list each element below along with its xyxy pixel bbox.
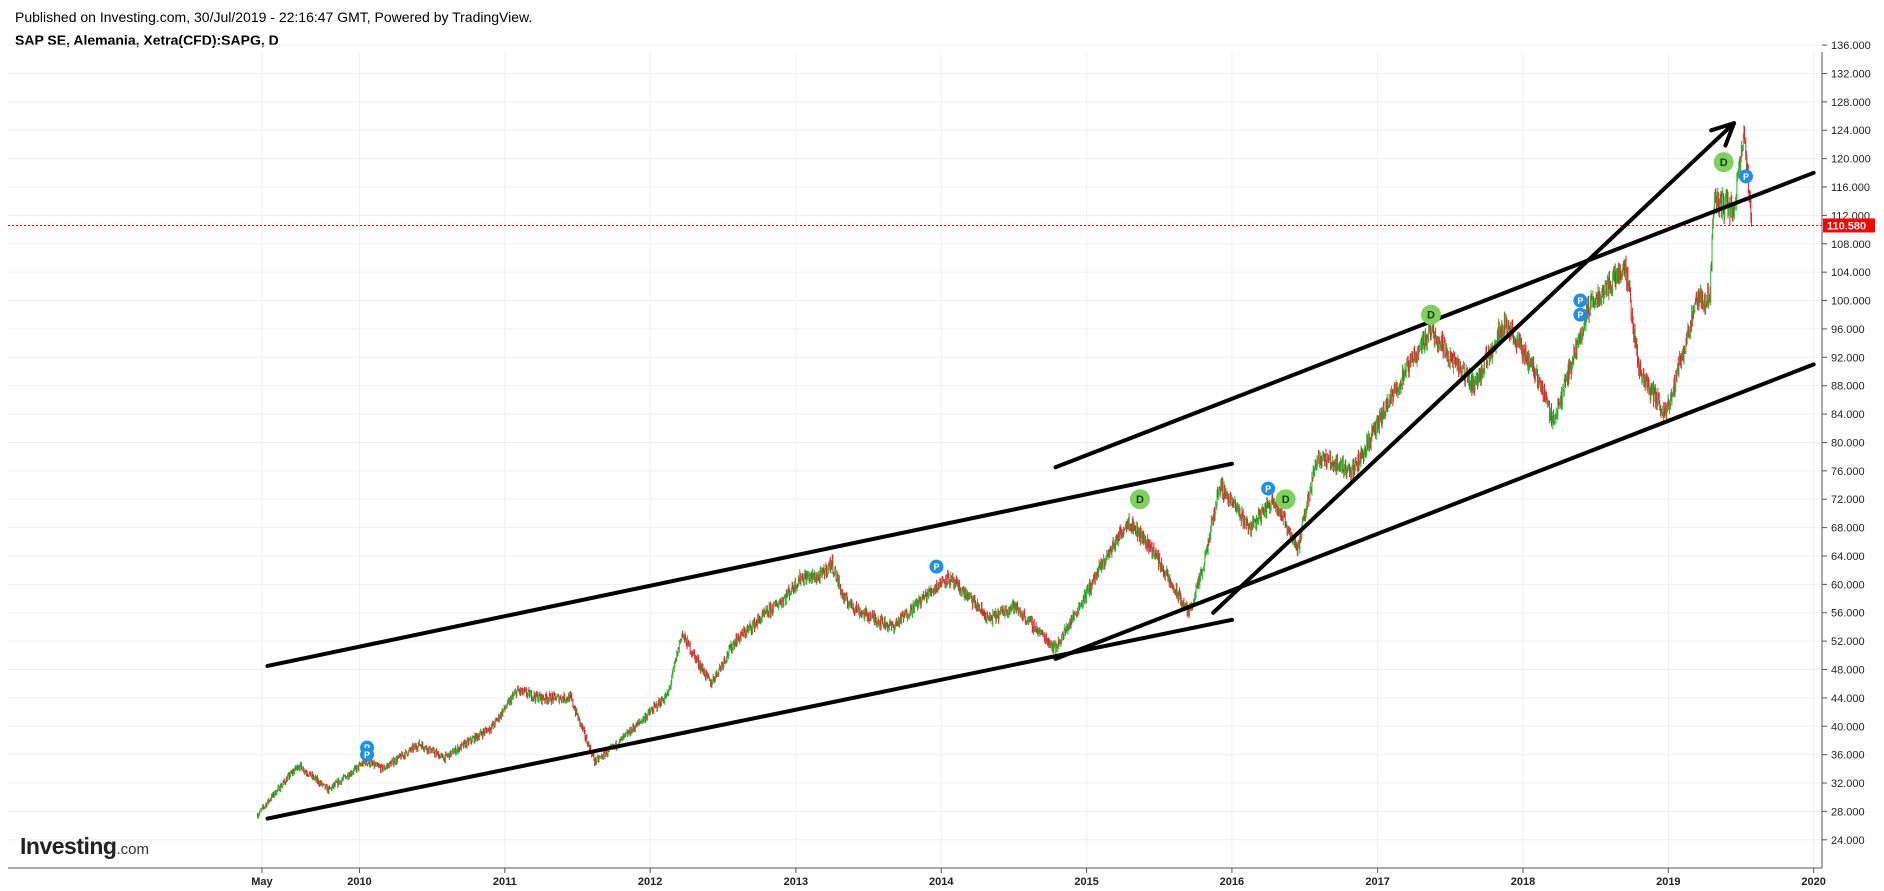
y-tick-label: 68.000	[1831, 523, 1865, 535]
marker-label: P	[1265, 484, 1271, 494]
marker-label: P	[933, 562, 939, 572]
symbol-title: SAP SE, Alemania, Xetra(CFD):SAPG, D	[15, 32, 279, 48]
y-tick-label: 136.000	[1831, 40, 1871, 52]
y-tick-label: 36.000	[1831, 750, 1865, 762]
y-tick-label: 96.000	[1831, 324, 1865, 336]
publication-marker[interactable]	[1573, 293, 1588, 308]
marker-label: P	[1577, 310, 1583, 320]
x-tick-label: 2016	[1220, 876, 1244, 888]
axes: 24.000 28.000 32.000 36.000 40.000 44.000 48.0…	[8, 40, 1875, 888]
trendline[interactable]	[1053, 362, 1816, 661]
trendline[interactable]	[265, 461, 1234, 668]
trend-arrow[interactable]	[1211, 121, 1737, 615]
y-tick-label: 108.000	[1831, 239, 1871, 251]
logo-main: Investing	[20, 833, 117, 859]
logo-suffix: .com	[116, 841, 149, 858]
y-tick-label: 24.000	[1831, 835, 1865, 847]
marker-label: D	[1720, 157, 1728, 169]
publication-marker[interactable]	[360, 747, 375, 762]
x-tick-label: 2014	[929, 876, 954, 888]
dividend-marker[interactable]	[1129, 489, 1150, 510]
investing-logo: Investing.com	[20, 833, 149, 860]
grid	[8, 44, 1822, 868]
x-tick-label: 2020	[1801, 876, 1825, 888]
y-tick-label: 88.000	[1831, 381, 1865, 393]
x-tick-label: 2011	[493, 876, 517, 888]
publication-marker[interactable]	[1261, 481, 1276, 496]
current-price-label: 110.580	[1827, 220, 1866, 232]
y-tick-label: 28.000	[1831, 806, 1865, 818]
x-tick-label: May	[251, 876, 273, 888]
y-tick-label: 120.000	[1831, 154, 1871, 166]
y-tick-label: 132.000	[1831, 68, 1871, 80]
y-tick-label: 40.000	[1831, 721, 1865, 733]
y-tick-label: 128.000	[1831, 97, 1871, 109]
marker-label: D	[1136, 494, 1144, 506]
marker-label: P	[364, 750, 370, 760]
y-tick-label: 76.000	[1831, 466, 1865, 478]
x-tick-label: 2018	[1511, 876, 1535, 888]
y-tick-label: 56.000	[1831, 608, 1865, 620]
trend-arrow-head[interactable]	[1709, 121, 1737, 148]
candles	[257, 124, 1753, 819]
x-tick-label: 2017	[1365, 876, 1389, 888]
dividend-marker[interactable]	[1275, 489, 1296, 510]
trendline[interactable]	[265, 617, 1234, 821]
marker-label: P	[1743, 172, 1749, 182]
event-markers[interactable]: DDDDPPPPPPP	[360, 152, 1753, 762]
published-line: Published on Investing.com, 30/Jul/2019 …	[15, 9, 533, 25]
y-tick-label: 104.000	[1831, 267, 1871, 279]
x-tick-label: 2015	[1074, 876, 1098, 888]
trendlines	[265, 121, 1816, 821]
y-tick-label: 84.000	[1831, 409, 1865, 421]
y-tick-label: 80.000	[1831, 437, 1865, 449]
y-tick-label: 64.000	[1831, 551, 1865, 563]
x-tick-label: 2010	[347, 876, 371, 888]
marker-label: D	[1427, 310, 1435, 322]
y-tick-label: 44.000	[1831, 693, 1865, 705]
dividend-marker[interactable]	[1421, 304, 1442, 325]
y-tick-label: 52.000	[1831, 636, 1865, 648]
publication-marker[interactable]	[1738, 169, 1753, 184]
publication-marker[interactable]	[929, 559, 944, 574]
y-tick-label: 124.000	[1831, 125, 1871, 137]
y-tick-label: 32.000	[1831, 778, 1865, 790]
marker-label: P	[1577, 296, 1583, 306]
x-tick-label: 2013	[784, 876, 808, 888]
dividend-marker[interactable]	[1713, 152, 1734, 173]
x-tick-label: 2012	[638, 876, 662, 888]
y-tick-label: 72.000	[1831, 494, 1865, 506]
marker-label: D	[1282, 494, 1290, 506]
publication-marker[interactable]	[1573, 307, 1588, 322]
y-tick-label: 48.000	[1831, 665, 1865, 677]
y-tick-label: 92.000	[1831, 352, 1865, 364]
y-tick-label: 116.000	[1831, 182, 1870, 194]
y-tick-label: 100.000	[1831, 296, 1871, 308]
x-tick-label: 2019	[1656, 876, 1680, 888]
current-price-tag	[1823, 218, 1875, 233]
y-tick-label: 60.000	[1831, 579, 1865, 591]
